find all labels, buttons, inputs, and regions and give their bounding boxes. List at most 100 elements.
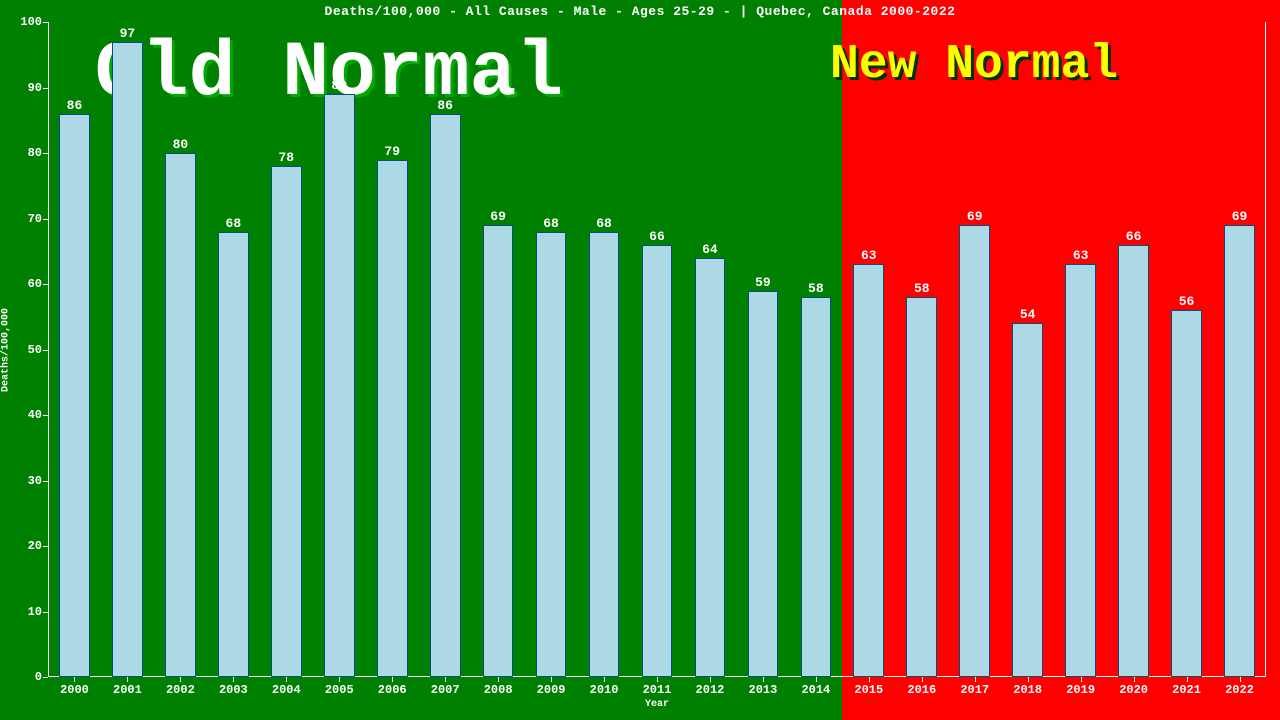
bar-value-label: 58 — [808, 281, 824, 296]
x-tick-label: 2010 — [590, 683, 619, 697]
bar-value-label: 79 — [384, 144, 400, 159]
x-tick-label: 2006 — [378, 683, 407, 697]
x-tick-mark — [869, 677, 870, 682]
bar-value-label: 69 — [490, 209, 506, 224]
x-tick-label: 2018 — [1013, 683, 1042, 697]
bar-value-label: 80 — [173, 137, 189, 152]
y-axis-title: Deaths/100,000 — [1, 307, 12, 391]
x-axis-title: Year — [645, 699, 669, 710]
x-tick-mark — [233, 677, 234, 682]
y-tick-mark — [43, 481, 48, 482]
x-tick-label: 2005 — [325, 683, 354, 697]
y-tick-label: 20 — [28, 539, 42, 553]
x-tick-mark — [1187, 677, 1188, 682]
bar-value-label: 68 — [543, 216, 559, 231]
x-tick-label: 2003 — [219, 683, 248, 697]
bar-value-label: 69 — [1232, 209, 1248, 224]
x-tick-mark — [498, 677, 499, 682]
bar: 59 — [748, 291, 779, 677]
y-tick-mark — [43, 219, 48, 220]
x-tick-mark — [127, 677, 128, 682]
x-tick-label: 2015 — [854, 683, 883, 697]
bar-value-label: 63 — [1073, 248, 1089, 263]
bar: 64 — [695, 258, 726, 677]
chart-title: Deaths/100,000 - All Causes - Male - Age… — [0, 4, 1280, 19]
x-tick-label: 2002 — [166, 683, 195, 697]
y-tick-label: 70 — [28, 212, 42, 226]
bar-value-label: 68 — [226, 216, 242, 231]
bar-value-label: 66 — [649, 229, 665, 244]
x-tick-label: 2009 — [537, 683, 566, 697]
bar-value-label: 68 — [596, 216, 612, 231]
x-tick-mark — [1240, 677, 1241, 682]
bar: 86 — [59, 114, 90, 677]
y-tick-mark — [43, 284, 48, 285]
bar: 69 — [1224, 225, 1255, 677]
bar: 66 — [1118, 245, 1149, 677]
x-tick-label: 2008 — [484, 683, 513, 697]
x-tick-mark — [286, 677, 287, 682]
bar: 63 — [1065, 264, 1096, 677]
bar: 69 — [959, 225, 990, 677]
x-tick-mark — [392, 677, 393, 682]
y-tick-mark — [43, 677, 48, 678]
y-tick-label: 50 — [28, 343, 42, 357]
x-tick-label: 2017 — [960, 683, 989, 697]
bar: 97 — [112, 42, 143, 677]
y-tick-mark — [43, 415, 48, 416]
bar-value-label: 69 — [967, 209, 983, 224]
bar-value-label: 56 — [1179, 294, 1195, 309]
bar-value-label: 58 — [914, 281, 930, 296]
y-tick-mark — [43, 88, 48, 89]
bar: 63 — [853, 264, 884, 677]
x-tick-label: 2016 — [907, 683, 936, 697]
bar-value-label: 54 — [1020, 307, 1036, 322]
bar: 78 — [271, 166, 302, 677]
bar: 58 — [801, 297, 832, 677]
y-tick-label: 90 — [28, 81, 42, 95]
y-tick-label: 30 — [28, 474, 42, 488]
x-tick-mark — [1028, 677, 1029, 682]
bar: 68 — [536, 232, 567, 677]
x-tick-mark — [604, 677, 605, 682]
bar: 86 — [430, 114, 461, 677]
y-tick-label: 0 — [35, 670, 42, 684]
bar-value-label: 78 — [278, 150, 294, 165]
bar: 69 — [483, 225, 514, 677]
x-tick-mark — [1134, 677, 1135, 682]
y-tick-mark — [43, 22, 48, 23]
x-tick-mark — [657, 677, 658, 682]
y-tick-label: 80 — [28, 146, 42, 160]
bar-value-label: 64 — [702, 242, 718, 257]
x-tick-label: 2004 — [272, 683, 301, 697]
bar: 68 — [218, 232, 249, 677]
x-tick-mark — [975, 677, 976, 682]
bar: 54 — [1012, 323, 1043, 677]
y-tick-label: 100 — [20, 15, 42, 29]
y-tick-mark — [43, 612, 48, 613]
plot-area: 0102030405060708090100 20002001200220032… — [48, 22, 1266, 677]
x-tick-label: 2013 — [749, 683, 778, 697]
y-tick-mark — [43, 153, 48, 154]
bar-value-label: 89 — [331, 78, 347, 93]
bar-value-label: 97 — [120, 26, 136, 41]
y-tick-label: 40 — [28, 408, 42, 422]
bar: 66 — [642, 245, 673, 677]
y-axis-line — [48, 22, 49, 677]
x-tick-mark — [710, 677, 711, 682]
x-tick-label: 2020 — [1119, 683, 1148, 697]
bar-value-label: 86 — [67, 98, 83, 113]
x-tick-label: 2014 — [801, 683, 830, 697]
x-tick-label: 2011 — [643, 683, 672, 697]
y-tick-mark — [43, 350, 48, 351]
bar-value-label: 63 — [861, 248, 877, 263]
bar-value-label: 66 — [1126, 229, 1142, 244]
bar: 80 — [165, 153, 196, 677]
bar: 56 — [1171, 310, 1202, 677]
x-tick-mark — [551, 677, 552, 682]
x-tick-label: 2000 — [60, 683, 89, 697]
x-tick-mark — [816, 677, 817, 682]
x-tick-label: 2001 — [113, 683, 142, 697]
bar: 68 — [589, 232, 620, 677]
bar: 89 — [324, 94, 355, 677]
